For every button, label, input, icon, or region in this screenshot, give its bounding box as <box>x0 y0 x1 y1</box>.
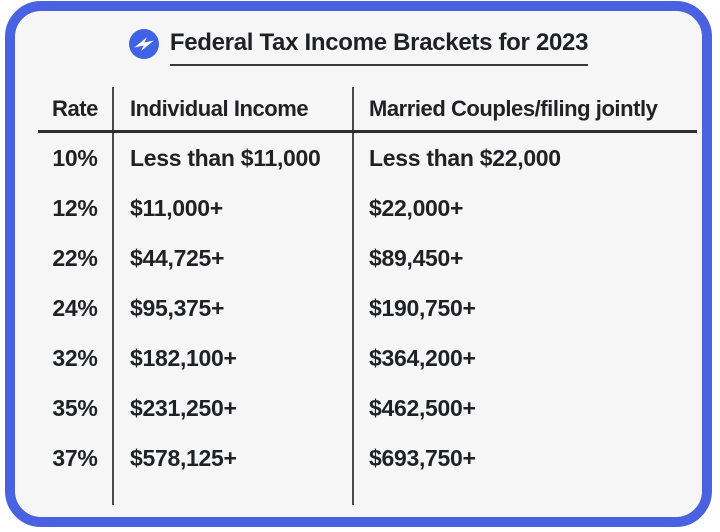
married-income-cell: $693,750+ <box>369 444 476 471</box>
bolt-circle-icon <box>128 28 159 59</box>
column-header-rate: Rate <box>38 87 114 130</box>
table-row: 35% $231,250+ $462,500+ <box>38 383 697 433</box>
individual-income-cell: $578,125+ <box>114 433 354 483</box>
individual-income-cell: Less than $11,000 <box>114 133 354 183</box>
married-income-cell: $190,750+ <box>369 294 476 321</box>
column-header-individual-income: Individual Income <box>114 87 354 130</box>
card-header: Federal Tax Income Brackets for 2023 <box>15 23 702 71</box>
rate-cell: 22% <box>38 233 114 283</box>
rate-cell: 12% <box>38 183 114 233</box>
table-row: 37% $578,125+ $693,750+ <box>38 433 697 483</box>
individual-income-cell: $182,100+ <box>114 333 354 383</box>
table-row: 22% $44,725+ $89,450+ <box>38 233 697 283</box>
rate-cell: 35% <box>38 383 114 433</box>
table-row: 24% $95,375+ $190,750+ <box>38 283 697 333</box>
divider-extension-row <box>38 483 697 505</box>
rate-cell: 37% <box>38 433 114 483</box>
table-header-row: Rate Individual Income Married Couples/f… <box>38 87 697 133</box>
tax-brackets-card: Federal Tax Income Brackets for 2023 Rat… <box>5 1 712 527</box>
column-header-married-jointly: Married Couples/filing jointly <box>369 95 658 121</box>
individual-income-cell: $11,000+ <box>114 183 354 233</box>
married-income-cell: $364,200+ <box>369 344 476 371</box>
table-row: 32% $182,100+ $364,200+ <box>38 333 697 383</box>
page-title: Federal Tax Income Brackets for 2023 <box>169 29 588 66</box>
table-row: 12% $11,000+ $22,000+ <box>38 183 697 233</box>
tax-brackets-table: Rate Individual Income Married Couples/f… <box>38 87 697 505</box>
married-income-cell: Less than $22,000 <box>369 144 561 171</box>
married-income-cell: $462,500+ <box>369 394 476 421</box>
rate-cell: 24% <box>38 283 114 333</box>
married-income-cell: $22,000+ <box>369 194 464 221</box>
rate-cell: 32% <box>38 333 114 383</box>
individual-income-cell: $231,250+ <box>114 383 354 433</box>
table-row: 10% Less than $11,000 Less than $22,000 <box>38 133 697 183</box>
individual-income-cell: $95,375+ <box>114 283 354 333</box>
rate-cell: 10% <box>38 133 114 183</box>
individual-income-cell: $44,725+ <box>114 233 354 283</box>
married-income-cell: $89,450+ <box>369 244 464 271</box>
